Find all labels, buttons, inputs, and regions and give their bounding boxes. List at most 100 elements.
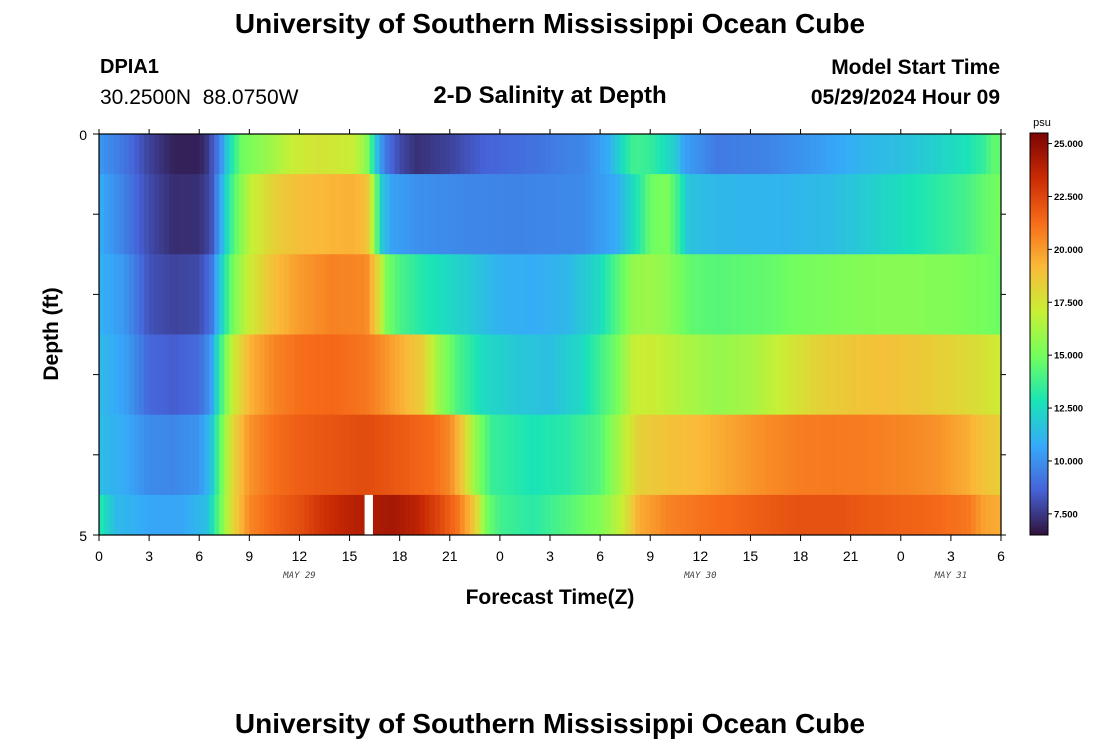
heatmap-cell — [550, 494, 556, 536]
heatmap-cell — [915, 494, 922, 536]
heatmap-cell — [740, 494, 747, 536]
heatmap-cell — [880, 174, 887, 255]
heatmap-cell — [144, 174, 150, 255]
heatmap-cell — [184, 254, 190, 335]
heatmap-cell — [875, 174, 882, 255]
heatmap-cell — [499, 334, 506, 416]
heatmap-cell — [379, 254, 386, 335]
heatmap-cell — [434, 494, 441, 536]
heatmap-cell — [334, 414, 341, 496]
heatmap-cell — [700, 254, 706, 335]
heatmap-cell — [239, 494, 245, 536]
heatmap-cell — [224, 254, 230, 335]
heatmap-cell — [134, 334, 140, 416]
heatmap-cell — [529, 494, 536, 536]
heatmap-cell — [324, 334, 331, 416]
heatmap-cell — [514, 494, 521, 536]
heatmap-cell — [494, 414, 501, 496]
heatmap-cell — [439, 254, 446, 335]
heatmap-cell — [394, 334, 401, 416]
heatmap-cell — [434, 134, 441, 175]
heatmap-cell — [194, 254, 200, 335]
heatmap-cell — [890, 134, 897, 175]
heatmap-cell — [284, 174, 291, 255]
heatmap-cell — [389, 414, 396, 496]
date-labels: MAY 29 MAY 30 MAY 31 — [282, 571, 967, 581]
heatmap-cell — [580, 254, 586, 335]
heatmap-cell — [585, 494, 591, 536]
heatmap-cell — [725, 494, 731, 536]
heatmap-cell — [439, 494, 446, 536]
heatmap-cell — [319, 494, 326, 536]
heatmap-cell — [489, 414, 496, 496]
heatmap-cell — [364, 334, 371, 416]
heatmap-cell — [760, 174, 767, 255]
heatmap-cell — [795, 494, 802, 536]
heatmap-cell — [560, 174, 566, 255]
heatmap-cell — [139, 334, 145, 416]
heatmap-cell — [319, 414, 326, 496]
heatmap-cell — [269, 334, 275, 416]
heatmap-cell — [299, 254, 306, 335]
heatmap-cell — [945, 414, 952, 496]
heatmap-cell — [775, 414, 782, 496]
heatmap-cell — [434, 414, 441, 496]
heatmap-cell — [830, 334, 837, 416]
heatmap-cell — [529, 414, 536, 496]
x-tick-label: 6 — [195, 548, 203, 564]
heatmap-cell — [960, 134, 967, 175]
heatmap-cell — [514, 334, 521, 416]
heatmap-cell — [870, 134, 877, 175]
model-start-value: 05/29/2024 Hour 09 — [810, 86, 1000, 109]
heatmap-cell — [850, 334, 857, 416]
heatmap-cell — [354, 254, 361, 335]
heatmap-cell — [439, 414, 446, 496]
heatmap-cell — [580, 174, 586, 255]
date-label: MAY 31 — [934, 571, 968, 581]
heatmap-cell — [164, 334, 170, 416]
heatmap-cell — [965, 494, 972, 536]
heatmap-cell — [930, 334, 937, 416]
heatmap-cell — [399, 494, 406, 536]
heatmap-cell — [645, 414, 651, 496]
heatmap-cell — [665, 174, 671, 255]
heatmap-cell — [845, 174, 852, 255]
heatmap-cell — [459, 254, 466, 335]
heatmap-cell — [369, 174, 376, 255]
heatmap-cell — [560, 254, 566, 335]
heatmap-cell — [700, 494, 706, 536]
heatmap-cell — [499, 494, 506, 536]
heatmap-cell — [975, 174, 982, 255]
heatmap-cell — [770, 134, 777, 175]
heatmap-cell — [349, 334, 356, 416]
heatmap-cell — [720, 254, 726, 335]
heatmap-cell — [424, 494, 431, 536]
heatmap-cell — [334, 174, 341, 255]
heatmap-cell — [239, 254, 245, 335]
heatmap-cell — [645, 174, 651, 255]
heatmap-cell — [665, 254, 671, 335]
x-tick-label: 9 — [245, 548, 253, 564]
heatmap-cell — [194, 334, 200, 416]
heatmap-cell — [905, 174, 912, 255]
colorbar-tick-label: 10.000 — [1054, 456, 1083, 467]
heatmap-cell — [775, 254, 782, 335]
heatmap-cell — [104, 134, 110, 175]
heatmap-cell — [474, 134, 481, 175]
heatmap-cell — [670, 134, 676, 175]
heatmap-cell — [319, 174, 326, 255]
heatmap-cell — [685, 134, 691, 175]
heatmap-cell — [179, 494, 185, 536]
heatmap-cell — [975, 334, 982, 416]
heatmap-cell — [544, 494, 551, 536]
heatmap-cell — [544, 254, 551, 335]
heatmap-cell — [309, 254, 316, 335]
heatmap-cell — [830, 174, 837, 255]
heatmap-cell — [610, 334, 616, 416]
heatmap-cell — [524, 494, 531, 536]
heatmap-cell — [284, 334, 291, 416]
x-tick-label: 12 — [693, 548, 709, 564]
heatmap-cell — [900, 414, 907, 496]
heatmap-cell — [675, 334, 681, 416]
heatmap-cell — [264, 174, 270, 255]
